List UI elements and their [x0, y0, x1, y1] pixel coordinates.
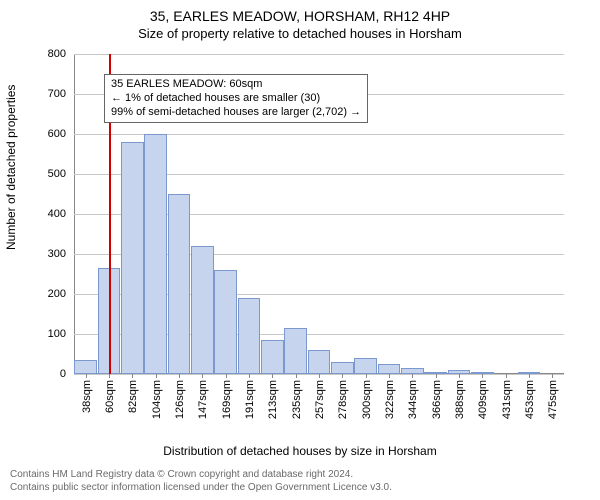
- x-tick: [482, 374, 483, 378]
- x-tick-label: 147sqm: [197, 380, 209, 419]
- x-tick: [319, 374, 320, 378]
- x-tick: [249, 374, 250, 378]
- address-title: 35, EARLES MEADOW, HORSHAM, RH12 4HP: [10, 8, 590, 24]
- x-tick-label: 409sqm: [477, 380, 489, 419]
- y-axis-label: Number of detached properties: [4, 85, 18, 250]
- x-tick: [506, 374, 507, 378]
- x-tick: [366, 374, 367, 378]
- x-tick-label: 453sqm: [524, 380, 536, 419]
- page: 35, EARLES MEADOW, HORSHAM, RH12 4HP Siz…: [0, 0, 600, 500]
- bar: [168, 194, 191, 374]
- chart-subtitle: Size of property relative to detached ho…: [10, 26, 590, 41]
- bar: [308, 350, 331, 374]
- x-tick: [552, 374, 553, 378]
- x-tick-label: 126sqm: [174, 380, 186, 419]
- x-tick-label: 366sqm: [431, 380, 443, 419]
- footer-line2: Contains public sector information licen…: [10, 481, 392, 494]
- x-tick: [459, 374, 460, 378]
- y-tick-label: 0: [26, 368, 66, 380]
- x-tick: [389, 374, 390, 378]
- y-tick-label: 700: [26, 88, 66, 100]
- x-tick-label: 213sqm: [267, 380, 279, 419]
- y-tick-label: 200: [26, 288, 66, 300]
- x-tick: [342, 374, 343, 378]
- x-tick-label: 322sqm: [384, 380, 396, 419]
- x-tick-label: 431sqm: [501, 380, 513, 419]
- y-tick-label: 100: [26, 328, 66, 340]
- x-axis-label: Distribution of detached houses by size …: [0, 444, 600, 458]
- footer: Contains HM Land Registry data © Crown c…: [10, 468, 392, 494]
- footer-line1: Contains HM Land Registry data © Crown c…: [10, 468, 392, 481]
- bar: [214, 270, 237, 374]
- x-tick: [202, 374, 203, 378]
- bar: [74, 360, 97, 374]
- bar: [261, 340, 284, 374]
- y-tick-label: 800: [26, 48, 66, 60]
- bar: [354, 358, 377, 374]
- x-tick: [179, 374, 180, 378]
- x-tick: [109, 374, 110, 378]
- x-tick-label: 388sqm: [454, 380, 466, 419]
- x-tick-label: 60sqm: [104, 380, 116, 413]
- x-tick-label: 344sqm: [407, 380, 419, 419]
- x-tick-label: 475sqm: [547, 380, 559, 419]
- x-tick-label: 257sqm: [314, 380, 326, 419]
- x-tick: [436, 374, 437, 378]
- x-tick: [132, 374, 133, 378]
- x-tick-label: 82sqm: [127, 380, 139, 413]
- bar: [191, 246, 214, 374]
- annotation-box: 35 EARLES MEADOW: 60sqm ← 1% of detached…: [104, 74, 368, 123]
- grid-line: [74, 54, 564, 55]
- y-tick-label: 600: [26, 128, 66, 140]
- x-tick: [226, 374, 227, 378]
- bar: [378, 364, 401, 374]
- x-tick: [156, 374, 157, 378]
- chart: 010020030040050060070080038sqm60sqm82sqm…: [56, 48, 576, 418]
- bar: [144, 134, 167, 374]
- y-tick-label: 500: [26, 168, 66, 180]
- x-tick-label: 169sqm: [221, 380, 233, 419]
- x-tick: [86, 374, 87, 378]
- x-tick-label: 300sqm: [361, 380, 373, 419]
- x-tick: [296, 374, 297, 378]
- x-tick-label: 104sqm: [151, 380, 163, 419]
- bar: [238, 298, 261, 374]
- x-tick-label: 38sqm: [81, 380, 93, 413]
- x-tick-label: 278sqm: [337, 380, 349, 419]
- titles: 35, EARLES MEADOW, HORSHAM, RH12 4HP Siz…: [10, 8, 590, 41]
- anno-line2: ← 1% of detached houses are smaller (30): [111, 92, 361, 106]
- bar: [284, 328, 307, 374]
- y-tick-label: 400: [26, 208, 66, 220]
- x-tick: [272, 374, 273, 378]
- y-tick-label: 300: [26, 248, 66, 260]
- x-tick-label: 235sqm: [291, 380, 303, 419]
- x-tick-label: 191sqm: [244, 380, 256, 419]
- bar: [331, 362, 354, 374]
- x-tick: [529, 374, 530, 378]
- x-tick: [412, 374, 413, 378]
- anno-line3: 99% of semi-detached houses are larger (…: [111, 106, 361, 120]
- bar: [121, 142, 144, 374]
- anno-line1: 35 EARLES MEADOW: 60sqm: [111, 78, 361, 92]
